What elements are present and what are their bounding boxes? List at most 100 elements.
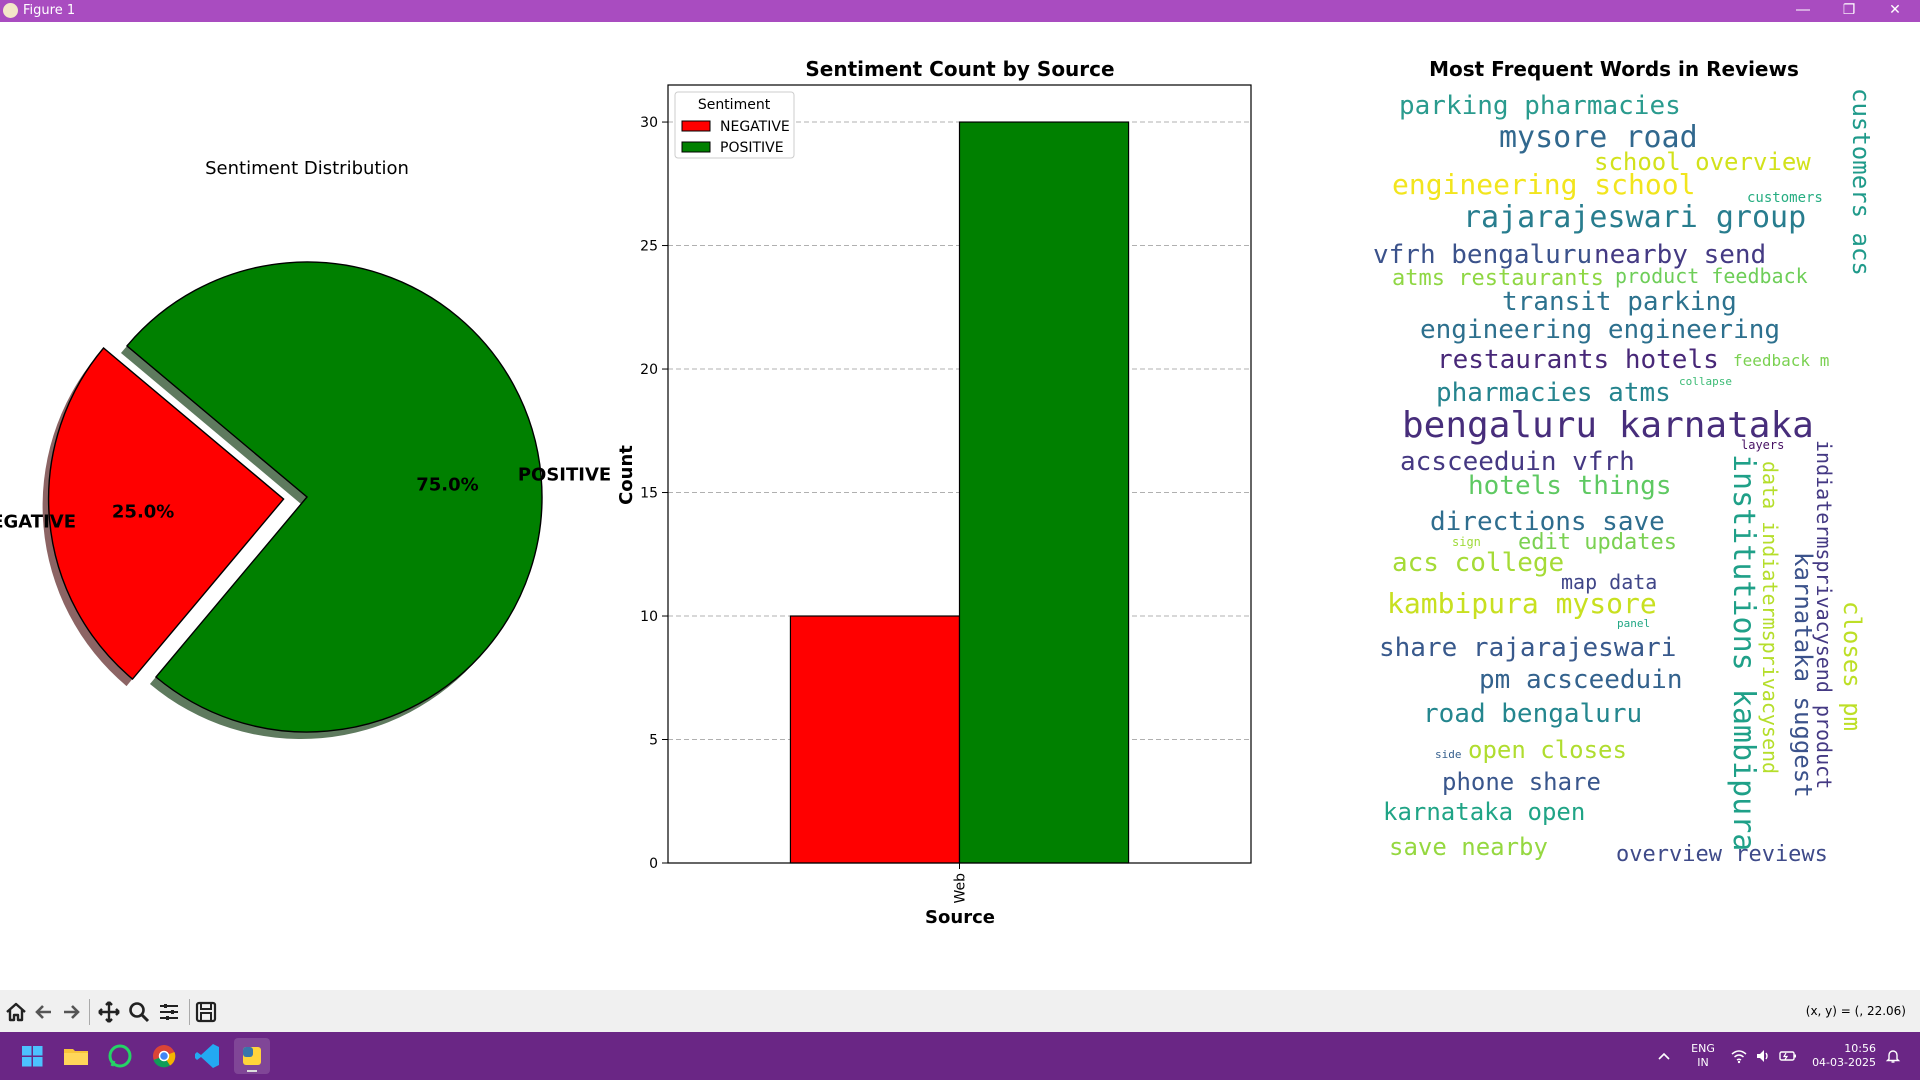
y-tick-label: 20 (640, 362, 658, 378)
wordcloud-word: school overview (1594, 148, 1811, 176)
volume-icon[interactable] (1754, 1047, 1772, 1065)
bar-positive (958, 121, 1130, 864)
language-top: ENG (1691, 1042, 1715, 1055)
save-icon[interactable] (193, 999, 219, 1025)
chrome-icon[interactable] (146, 1038, 182, 1074)
wordcloud-word: directions save (1430, 507, 1665, 537)
wordcloud-word: feedback m (1733, 351, 1829, 370)
pie-label: NEGATIVE (0, 512, 76, 533)
wordcloud-word: transit parking (1502, 287, 1737, 317)
file-explorer-icon[interactable] (58, 1038, 94, 1074)
wordcloud-word: engineering school (1392, 168, 1695, 201)
windows-start-icon[interactable] (14, 1038, 50, 1074)
wordcloud: Most Frequent Words in Reviews parking p… (1373, 57, 1875, 867)
minimize-icon[interactable]: ― (1796, 2, 1810, 18)
pie-percent-label: 75.0% (416, 475, 478, 496)
wordcloud-word: atms restaurants (1392, 266, 1604, 291)
wordcloud-word: acsceeduin vfrh (1400, 447, 1635, 477)
wordcloud-word: kambipura mysore (1387, 587, 1657, 620)
back-icon[interactable] (31, 999, 57, 1025)
forward-icon[interactable] (58, 999, 84, 1025)
wordcloud-word: save nearby (1389, 833, 1548, 861)
restore-icon[interactable]: ❐ (1842, 2, 1856, 18)
y-tick-label: 10 (640, 609, 658, 625)
wordcloud-word: customers acs (1847, 88, 1875, 276)
legend-entry: NEGATIVE (720, 119, 790, 135)
y-tick-label: 25 (640, 239, 658, 255)
clock[interactable]: 10:56 04-03-2025 (1800, 1042, 1876, 1070)
figure-svg: Sentiment Distribution 25.0% NEGATIVE 75.0… (0, 57, 1875, 928)
wordcloud-word: institutions kambipura (1726, 454, 1761, 851)
battery-icon[interactable] (1778, 1047, 1798, 1065)
clock-date: 04-03-2025 (1812, 1056, 1876, 1069)
pie-slice-positive (125, 261, 543, 733)
wordcloud-word: data indiatermsprivacysend (1758, 461, 1782, 774)
app-icon (3, 3, 18, 18)
legend-swatch (681, 141, 711, 153)
y-tick-label: 0 (649, 856, 658, 872)
wordcloud-word: pharmacies atms (1436, 378, 1671, 408)
close-icon[interactable]: ✕ (1889, 2, 1901, 18)
wordcloud-title: Most Frequent Words in Reviews (1429, 57, 1799, 81)
x-tick-label: Web (953, 873, 969, 904)
wordcloud-word: collapse (1679, 375, 1732, 388)
wordcloud-word: bengaluru karnataka (1402, 405, 1814, 446)
wordcloud-word: panel (1617, 617, 1650, 630)
wordcloud-word: mysore road (1499, 120, 1698, 155)
chevron-up-icon[interactable] (1656, 1048, 1672, 1064)
language-bottom: IN (1697, 1056, 1709, 1069)
wordcloud-word: edit updates (1518, 530, 1677, 555)
whatsapp-icon[interactable] (102, 1038, 138, 1074)
bar-negative (789, 615, 961, 864)
legend-title: Sentiment (698, 97, 771, 113)
pie-label: POSITIVE (518, 464, 611, 485)
matplotlib-toolbar: (x, y) = (, 22.06) (0, 990, 1920, 1032)
window-title: Figure 1 (23, 3, 76, 18)
wordcloud-word: phone share (1442, 768, 1601, 796)
wordcloud-word: road bengaluru (1423, 699, 1642, 729)
wordcloud-word: rajarajeswari group (1463, 200, 1806, 235)
window-titlebar: Figure 1 ― ❐ ✕ (0, 0, 1920, 22)
home-icon[interactable] (3, 999, 29, 1025)
zoom-icon[interactable] (126, 999, 152, 1025)
wordcloud-word: side (1435, 748, 1462, 761)
axes-frame (667, 84, 1252, 864)
language-indicator[interactable]: ENG IN (1688, 1042, 1718, 1070)
wordcloud-word: open closes (1468, 736, 1627, 764)
wordcloud-word: pm acsceeduin (1479, 665, 1683, 695)
wordcloud-word: engineering engineering (1420, 315, 1780, 345)
wordcloud-word: customers (1747, 190, 1823, 206)
wordcloud-word: restaurants hotels (1437, 345, 1719, 375)
vscode-icon[interactable] (190, 1038, 226, 1074)
toolbar-separator (189, 999, 190, 1025)
python-figure-icon[interactable] (234, 1038, 270, 1074)
legend-entry: POSITIVE (720, 140, 784, 156)
pie-percent-label: 25.0% (112, 501, 174, 522)
wordcloud-word: karnataka suggest (1789, 552, 1817, 798)
bar-chart: Sentiment Count by Source Count Source 0… (616, 57, 1252, 928)
wordcloud-word: overview reviews (1616, 842, 1828, 867)
y-tick-label: 5 (649, 733, 658, 749)
bar-ylabel: Count (616, 445, 637, 505)
wordcloud-word: hotels things (1468, 471, 1672, 501)
wordcloud-word: share rajarajeswari (1379, 633, 1676, 663)
wifi-icon[interactable] (1730, 1047, 1748, 1065)
taskbar: ENG IN 10:56 04-03-2025 (0, 1032, 1920, 1080)
notification-bell-icon[interactable] (1884, 1047, 1902, 1065)
wordcloud-word: vfrh bengaluru (1373, 240, 1592, 270)
wordcloud-word: acs college (1392, 548, 1564, 578)
wordcloud-word: layers (1741, 438, 1784, 452)
bar-xlabel: Source (925, 907, 995, 928)
legend: Sentiment NEGATIVE POSITIVE (674, 91, 795, 159)
pie-slice-negative (47, 347, 285, 681)
wordcloud-word: product feedback (1615, 264, 1808, 288)
wordcloud-word: indiatermsprivacysend product (1812, 440, 1836, 789)
wordcloud-word: nearby send (1594, 240, 1766, 270)
wordcloud-word: karnataka open (1383, 798, 1585, 826)
wordcloud-word: closes pm (1838, 601, 1866, 731)
pan-icon[interactable] (96, 999, 122, 1025)
figure-canvas[interactable]: Sentiment Distribution 25.0% NEGATIVE 75.0… (0, 22, 1920, 990)
configure-subplots-icon[interactable] (156, 999, 182, 1025)
toolbar-separator (89, 999, 90, 1025)
bar-title: Sentiment Count by Source (805, 57, 1114, 81)
